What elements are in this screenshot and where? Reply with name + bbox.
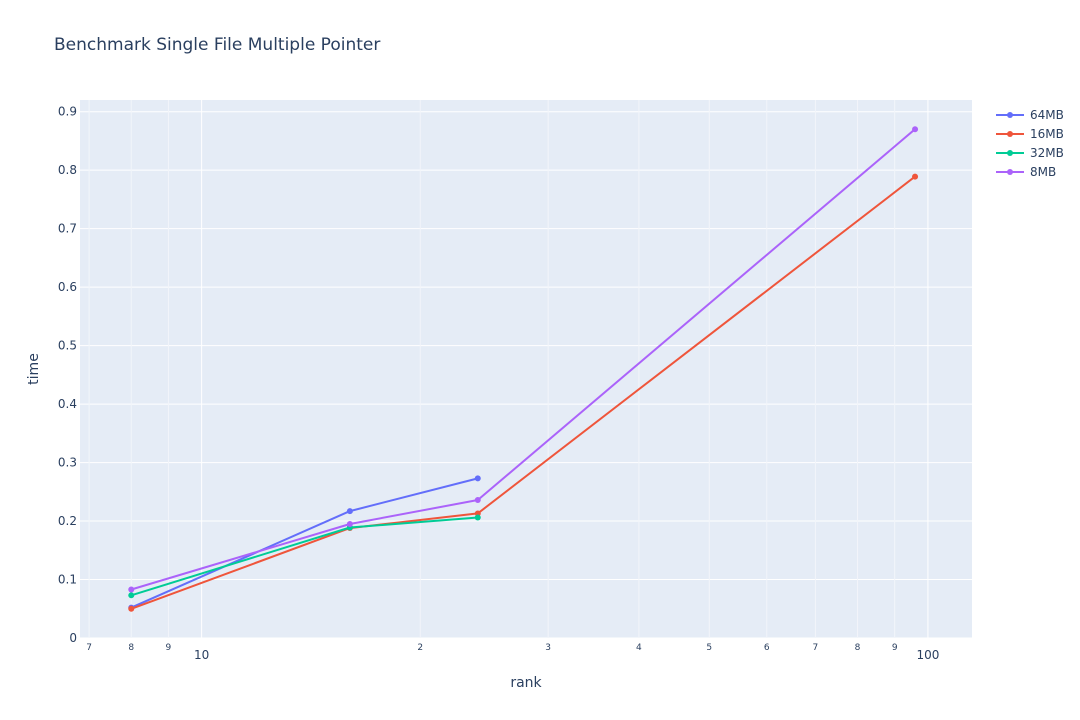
legend-label: 16MB [1030,127,1064,141]
data-point[interactable] [346,508,353,515]
legend-swatch-marker [1007,131,1013,137]
data-point[interactable] [128,592,135,599]
y-tick-label: 0.5 [58,339,77,353]
series-line [131,128,916,591]
x-minor-tick-label: 7 [86,643,92,653]
x-minor-tick-label: 3 [545,643,551,653]
data-point[interactable] [474,496,481,503]
x-minor-tick-label: 2 [417,643,423,653]
data-point[interactable] [128,586,135,593]
x-minor-tick-label: 9 [892,643,898,653]
data-point[interactable] [912,126,919,133]
x-major-tick-label: 100 [916,648,939,662]
legend-item-32mb[interactable]: 32MB [996,146,1064,160]
legend-swatch-marker [1007,112,1013,118]
tick-labels: 0 0.1 0.2 0.3 0.4 0.5 0.6 0.7 0.8 0.9 7 8 9 2 3 4 5 6 7 8 9 1… [58,105,939,662]
data-point[interactable] [128,605,135,612]
x-minor-tick-label: 8 [128,643,134,653]
y-tick-label: 0.7 [58,222,77,236]
x-minor-tick-label: 7 [813,643,819,653]
y-tick-label: 0.1 [58,573,77,587]
legend-label: 8MB [1030,165,1056,179]
x-minor-tick-label: 4 [636,643,642,653]
x-minor-tick-label: 8 [855,643,861,653]
data-point[interactable] [912,173,919,180]
series-32mb [128,514,481,599]
y-tick-label: 0.6 [58,280,77,294]
legend-item-64mb[interactable]: 64MB [996,108,1064,122]
plot-area [80,100,972,638]
legend-item-8mb[interactable]: 8MB [996,165,1056,179]
y-tick-label: 0.9 [58,105,77,119]
data-point[interactable] [346,520,353,527]
data-point[interactable] [474,514,481,521]
y-tick-label: 0.3 [58,456,77,470]
x-axis-title: rank [510,675,542,691]
x-minor-tick-label: 5 [706,643,712,653]
legend[interactable]: 64MB 16MB 32MB 8MB [996,108,1064,179]
legend-label: 32MB [1030,146,1064,160]
series-line [130,175,916,610]
chart-title: Benchmark Single File Multiple Pointer [54,35,380,55]
x-minor-tick-label: 6 [764,643,770,653]
legend-swatch-marker [1007,169,1013,175]
legend-item-16mb[interactable]: 16MB [996,127,1064,141]
y-axis-title: time [26,353,42,385]
y-tick-label: 0.2 [58,514,77,528]
series-8mb [128,126,919,593]
y-tick-label: 0.8 [58,163,77,177]
x-major-tick-label: 10 [194,648,209,662]
legend-swatch-marker [1007,150,1013,156]
gridlines [80,100,972,639]
x-minor-tick-label: 9 [166,643,172,653]
y-tick-label: 0.4 [58,397,77,411]
legend-label: 64MB [1030,108,1064,122]
y-tick-label: 0 [69,631,77,645]
series-layer [128,126,919,612]
data-point[interactable] [474,475,481,482]
